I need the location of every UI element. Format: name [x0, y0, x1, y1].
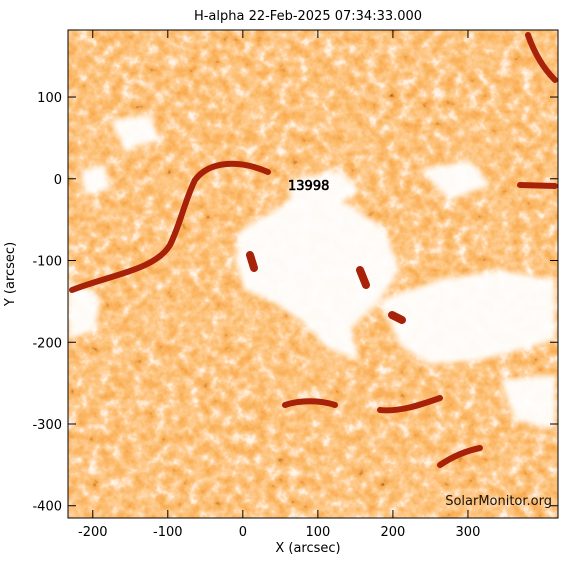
plot-frame: [67, 29, 559, 519]
watermark: SolarMonitor.org: [445, 494, 552, 509]
y-tick-label: -100: [32, 255, 62, 270]
y-tick-label: 100: [37, 91, 62, 106]
y-tick-label: 0: [54, 173, 62, 188]
x-tick-label: 200: [381, 525, 406, 540]
region-label: 13998: [288, 179, 329, 194]
x-axis-label: X (arcsec): [275, 541, 340, 556]
chart-title: H-alpha 22-Feb-2025 07:34:33.000: [194, 9, 422, 24]
x-tick-label: 300: [456, 525, 481, 540]
x-tick-label: -200: [78, 525, 108, 540]
y-tick-label: -300: [32, 418, 62, 433]
x-tick-label: 0: [239, 525, 247, 540]
x-tick-label: -100: [153, 525, 183, 540]
solar-image: 13998 SolarMonitor.org: [68, 30, 558, 518]
y-tick-label: -400: [32, 500, 62, 515]
x-tick-label: 100: [305, 525, 330, 540]
y-axis-label: Y (arcsec): [3, 242, 18, 307]
y-tick-label: -200: [32, 336, 62, 351]
